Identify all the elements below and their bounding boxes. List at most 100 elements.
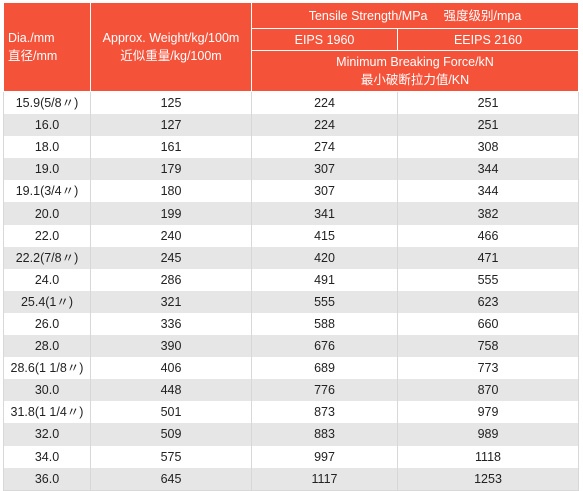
table-row: 30.0 448 776 870 — [3, 379, 580, 402]
cell-diameter: 28.6(1 1/8〃) — [3, 357, 91, 380]
table-row: 28.0 390 676 758 — [3, 335, 580, 358]
table-row: 22.2(7/8〃) 245 420 471 — [3, 246, 580, 269]
cell-force-2160: 382 — [396, 202, 580, 225]
header-row-3: Minimum Breaking Force/kN 最小破断拉力值/KN — [4, 50, 580, 92]
cell-force-2160: 308 — [396, 136, 580, 159]
cell-force-2160: 471 — [396, 246, 580, 269]
cell-weight: 509 — [90, 423, 252, 446]
table-row: 28.6(1 1/8〃) 406 689 773 — [3, 357, 580, 380]
cell-diameter: 18.0 — [3, 136, 91, 159]
table-row: 15.9(5/8〃) 125 224 251 — [3, 91, 580, 115]
table-row: 36.0 645 1117 1253 — [3, 467, 580, 491]
table-row: 20.0 199 341 382 — [3, 202, 580, 225]
cell-diameter: 24.0 — [3, 268, 91, 291]
cell-force-1960: 415 — [251, 224, 398, 247]
cell-diameter: 30.0 — [3, 379, 91, 402]
cell-force-2160: 870 — [396, 379, 580, 402]
cell-diameter: 20.0 — [3, 202, 91, 225]
cell-force-2160: 1253 — [396, 467, 580, 491]
cell-force-1960: 307 — [251, 180, 398, 203]
cell-diameter: 36.0 — [3, 467, 91, 491]
cell-force-2160: 979 — [396, 401, 580, 424]
cell-force-1960: 224 — [251, 114, 398, 137]
cell-force-2160: 773 — [396, 357, 580, 380]
table-row: 24.0 286 491 555 — [3, 268, 580, 291]
cell-force-1960: 588 — [251, 312, 398, 336]
cell-diameter: 22.0 — [3, 224, 91, 247]
cell-weight: 501 — [90, 401, 252, 424]
cell-force-1960: 997 — [251, 445, 398, 468]
table-row: 22.0 240 415 466 — [3, 224, 580, 247]
cell-force-2160: 623 — [396, 290, 580, 313]
header-tensile-en: Tensile Strength/MPa — [308, 8, 428, 23]
cell-diameter: 16.0 — [3, 114, 91, 137]
cell-force-1960: 341 — [251, 202, 398, 225]
table-row: 18.0 161 274 308 — [3, 136, 580, 159]
header-diameter: Dia./mm 直径/mm — [3, 2, 91, 92]
cell-diameter: 34.0 — [3, 445, 91, 468]
cell-diameter: 15.9(5/8〃) — [3, 91, 91, 115]
cell-weight: 180 — [90, 180, 252, 203]
cell-force-2160: 758 — [396, 335, 580, 358]
cell-force-1960: 873 — [251, 401, 398, 424]
cell-force-2160: 251 — [396, 114, 580, 137]
cell-weight: 179 — [90, 158, 252, 181]
header-diameter-en: Dia./mm — [8, 31, 55, 45]
table-row: 25.4(1〃) 321 555 623 — [3, 290, 580, 313]
cell-weight: 161 — [90, 136, 252, 159]
cell-diameter: 31.8(1 1/4〃) — [3, 401, 91, 424]
cell-weight: 390 — [90, 335, 252, 358]
table-row: 19.1(3/4〃) 180 307 344 — [3, 180, 580, 203]
cell-weight: 645 — [90, 467, 252, 491]
cell-weight: 125 — [90, 91, 252, 115]
cell-weight: 240 — [90, 224, 252, 247]
cell-weight: 286 — [90, 268, 252, 291]
cell-force-2160: 251 — [396, 91, 580, 115]
cell-force-2160: 660 — [396, 312, 580, 336]
header-weight-cn: 近似重量/kg/100m — [120, 49, 222, 63]
header-diameter-cn: 直径/mm — [8, 49, 58, 63]
header-weight-en: Approx. Weight/kg/100m — [102, 31, 240, 45]
cell-weight: 321 — [90, 290, 252, 313]
cell-force-1960: 224 — [251, 91, 398, 115]
cell-force-1960: 420 — [251, 246, 398, 269]
cell-force-1960: 689 — [251, 357, 398, 380]
cell-diameter: 26.0 — [3, 312, 91, 336]
cell-force-1960: 1117 — [251, 467, 398, 491]
cell-force-2160: 466 — [396, 224, 580, 247]
header-force-en: Minimum Breaking Force/kN — [336, 55, 494, 69]
cell-force-1960: 883 — [251, 423, 398, 446]
spec-table-container: Dia./mm 直径/mm Approx. Weight/kg/100m 近似重… — [3, 2, 580, 491]
cell-diameter: 22.2(7/8〃) — [3, 246, 91, 269]
cell-force-1960: 676 — [251, 335, 398, 358]
table-row: 26.0 336 588 660 — [3, 312, 580, 336]
cell-diameter: 19.1(3/4〃) — [3, 180, 91, 203]
cell-weight: 199 — [90, 202, 252, 225]
cell-force-2160: 555 — [396, 268, 580, 291]
table-header: Dia./mm 直径/mm Approx. Weight/kg/100m 近似重… — [3, 2, 580, 92]
header-grade-2: EEIPS 2160 — [396, 28, 580, 51]
cell-force-2160: 344 — [396, 180, 580, 203]
cell-weight: 336 — [90, 312, 252, 336]
table-row: 31.8(1 1/4〃) 501 873 979 — [3, 401, 580, 424]
cell-weight: 575 — [90, 445, 252, 468]
cell-force-2160: 989 — [396, 423, 580, 446]
cell-weight: 448 — [90, 379, 252, 402]
cell-diameter: 28.0 — [3, 335, 91, 358]
cell-force-1960: 776 — [251, 379, 398, 402]
cell-diameter: 32.0 — [3, 423, 91, 446]
cell-force-1960: 274 — [251, 136, 398, 159]
wire-rope-spec-table: Dia./mm 直径/mm Approx. Weight/kg/100m 近似重… — [3, 2, 580, 491]
cell-weight: 406 — [90, 357, 252, 380]
cell-force-1960: 555 — [251, 290, 398, 313]
header-row-2: EIPS 1960 EEIPS 2160 — [4, 28, 580, 51]
header-tensile-cn: 强度级别/mpa — [443, 8, 522, 23]
cell-force-1960: 307 — [251, 158, 398, 181]
header-breaking-force: Minimum Breaking Force/kN 最小破断拉力值/KN — [250, 50, 580, 92]
cell-force-1960: 491 — [251, 268, 398, 291]
table-row: 16.0 127 224 251 — [3, 114, 580, 137]
header-weight: Approx. Weight/kg/100m 近似重量/kg/100m — [90, 2, 252, 92]
cell-diameter: 25.4(1〃) — [3, 290, 91, 313]
header-grade-1: EIPS 1960 — [251, 28, 398, 51]
table-row: 32.0 509 883 989 — [3, 423, 580, 446]
